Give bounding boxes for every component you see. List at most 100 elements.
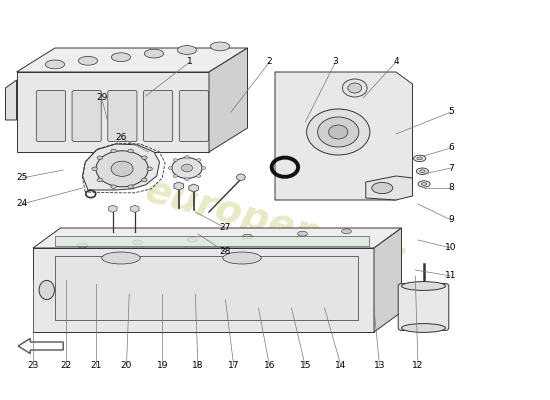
Text: 5: 5 bbox=[448, 108, 454, 116]
Ellipse shape bbox=[421, 182, 427, 186]
Polygon shape bbox=[209, 48, 248, 152]
Polygon shape bbox=[82, 144, 160, 190]
Text: 26: 26 bbox=[116, 134, 127, 142]
Text: 21: 21 bbox=[91, 362, 102, 370]
Text: 9: 9 bbox=[448, 216, 454, 224]
Text: 22: 22 bbox=[60, 362, 72, 370]
Ellipse shape bbox=[307, 109, 370, 155]
Text: 16: 16 bbox=[264, 362, 275, 370]
Ellipse shape bbox=[236, 174, 245, 180]
Ellipse shape bbox=[178, 46, 197, 54]
Text: 6: 6 bbox=[448, 144, 454, 152]
Polygon shape bbox=[55, 236, 369, 246]
Ellipse shape bbox=[318, 117, 359, 147]
Ellipse shape bbox=[402, 282, 446, 290]
Ellipse shape bbox=[111, 53, 131, 62]
Text: 25: 25 bbox=[16, 174, 28, 182]
Ellipse shape bbox=[128, 149, 133, 153]
Text: 29: 29 bbox=[96, 94, 107, 102]
Ellipse shape bbox=[173, 159, 178, 162]
Ellipse shape bbox=[298, 231, 307, 236]
Polygon shape bbox=[33, 228, 401, 248]
Polygon shape bbox=[366, 176, 412, 200]
Polygon shape bbox=[275, 72, 412, 200]
Ellipse shape bbox=[111, 161, 133, 176]
Polygon shape bbox=[374, 228, 401, 332]
Ellipse shape bbox=[414, 155, 426, 162]
Ellipse shape bbox=[147, 167, 152, 170]
Text: 27: 27 bbox=[220, 224, 231, 232]
Ellipse shape bbox=[39, 280, 54, 300]
FancyBboxPatch shape bbox=[179, 90, 208, 142]
Text: 14: 14 bbox=[336, 362, 346, 370]
Polygon shape bbox=[55, 256, 358, 320]
Polygon shape bbox=[16, 72, 209, 152]
Text: 17: 17 bbox=[228, 362, 239, 370]
Ellipse shape bbox=[133, 240, 142, 245]
Text: 3: 3 bbox=[333, 58, 338, 66]
Ellipse shape bbox=[329, 125, 348, 139]
Ellipse shape bbox=[201, 167, 206, 170]
Text: europeparts: europeparts bbox=[140, 171, 410, 277]
Ellipse shape bbox=[182, 164, 192, 172]
Text: 15: 15 bbox=[300, 362, 311, 370]
Ellipse shape bbox=[223, 252, 261, 264]
Text: 7: 7 bbox=[448, 164, 454, 172]
Ellipse shape bbox=[45, 60, 65, 69]
Ellipse shape bbox=[418, 181, 430, 187]
Text: 10: 10 bbox=[446, 244, 456, 252]
Text: 28: 28 bbox=[220, 248, 231, 256]
Ellipse shape bbox=[97, 178, 103, 182]
Ellipse shape bbox=[172, 158, 202, 178]
Ellipse shape bbox=[141, 178, 147, 182]
Text: 19: 19 bbox=[157, 362, 168, 370]
Text: a passion since 1985: a passion since 1985 bbox=[186, 234, 364, 294]
FancyBboxPatch shape bbox=[398, 284, 449, 330]
Text: 2: 2 bbox=[267, 58, 272, 66]
Ellipse shape bbox=[96, 151, 148, 187]
Text: 4: 4 bbox=[393, 58, 399, 66]
FancyBboxPatch shape bbox=[144, 90, 173, 142]
Ellipse shape bbox=[342, 229, 351, 234]
Ellipse shape bbox=[417, 157, 422, 160]
Ellipse shape bbox=[196, 174, 201, 177]
Ellipse shape bbox=[79, 56, 98, 65]
Text: 1: 1 bbox=[187, 58, 192, 66]
Ellipse shape bbox=[348, 83, 362, 93]
FancyBboxPatch shape bbox=[36, 90, 65, 142]
Polygon shape bbox=[33, 248, 374, 332]
Ellipse shape bbox=[141, 156, 147, 160]
Text: 23: 23 bbox=[28, 362, 38, 370]
Text: 12: 12 bbox=[412, 362, 424, 370]
FancyArrow shape bbox=[18, 338, 63, 354]
Ellipse shape bbox=[185, 178, 189, 181]
Ellipse shape bbox=[145, 49, 164, 58]
Ellipse shape bbox=[185, 155, 189, 158]
Text: 11: 11 bbox=[446, 272, 456, 280]
Ellipse shape bbox=[416, 168, 428, 174]
Ellipse shape bbox=[102, 252, 140, 264]
FancyBboxPatch shape bbox=[108, 90, 137, 142]
Text: 13: 13 bbox=[374, 362, 385, 370]
Ellipse shape bbox=[173, 174, 178, 177]
Ellipse shape bbox=[168, 167, 173, 170]
Text: 24: 24 bbox=[16, 200, 28, 208]
Ellipse shape bbox=[372, 182, 393, 194]
Ellipse shape bbox=[188, 237, 197, 242]
Ellipse shape bbox=[92, 167, 97, 170]
Ellipse shape bbox=[402, 324, 446, 332]
FancyBboxPatch shape bbox=[72, 90, 101, 142]
Ellipse shape bbox=[111, 185, 117, 188]
Ellipse shape bbox=[210, 42, 230, 51]
Text: 18: 18 bbox=[192, 362, 204, 370]
Polygon shape bbox=[6, 80, 16, 120]
Ellipse shape bbox=[420, 170, 425, 173]
Ellipse shape bbox=[111, 149, 117, 153]
Ellipse shape bbox=[128, 185, 133, 188]
Polygon shape bbox=[16, 48, 248, 72]
Ellipse shape bbox=[196, 159, 201, 162]
Text: 20: 20 bbox=[121, 362, 132, 370]
Ellipse shape bbox=[243, 234, 252, 239]
Ellipse shape bbox=[97, 156, 103, 160]
Text: 8: 8 bbox=[448, 184, 454, 192]
